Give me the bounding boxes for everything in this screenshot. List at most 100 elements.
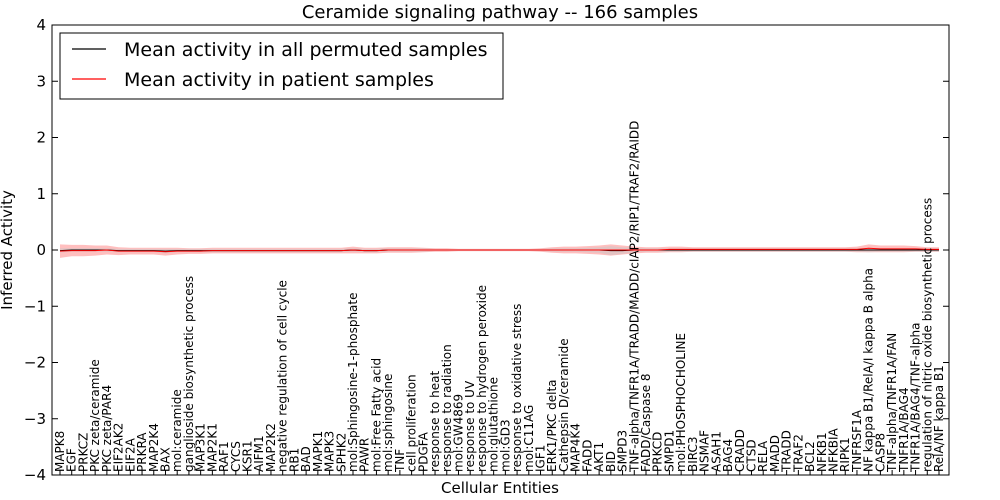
x-category-label: EIF2A xyxy=(123,437,137,472)
y-tick-label: −4 xyxy=(24,466,46,484)
x-category-label: AIFM1 xyxy=(252,435,266,472)
x-axis-label: Cellular Entities xyxy=(441,479,559,497)
x-category-label: MAP4K4 xyxy=(569,423,583,472)
x-category-label: TRADD xyxy=(780,430,794,473)
x-category-label: TRAF2 xyxy=(791,434,805,473)
x-category-label: response to radiation xyxy=(440,344,454,472)
x-category-label: BCL2 xyxy=(803,441,817,472)
x-category-label: FADD xyxy=(580,440,594,473)
x-category-label: BID xyxy=(604,451,618,472)
x-category-label: MAPK1 xyxy=(311,431,325,472)
x-category-label: ERK1/PKC delta xyxy=(545,379,559,472)
x-category-label: PRKCD xyxy=(651,432,665,472)
x-category-label: response to heat xyxy=(428,370,442,472)
y-tick-label: 0 xyxy=(36,241,46,259)
confidence-bands xyxy=(60,244,939,258)
y-tick-label: 3 xyxy=(36,72,46,90)
y-tick-label: 2 xyxy=(36,129,46,147)
x-category-label: RELA xyxy=(756,440,770,472)
x-category-label: ASAH1 xyxy=(709,431,723,472)
x-category-label: mol:C11AG xyxy=(522,405,536,472)
x-category-label: PKC zeta/ceramide xyxy=(88,359,102,472)
band-patient xyxy=(60,244,939,258)
x-category-label: NF kappa B1/RelA/I kappa B alpha xyxy=(862,268,876,472)
x-category-label: KSR1 xyxy=(241,441,255,472)
x-category-label: mol:PHOSPHOCHOLINE xyxy=(674,333,688,472)
x-category-label: BAD xyxy=(299,446,313,472)
legend-label-permuted: Mean activity in all permuted samples xyxy=(124,39,487,61)
x-category-label: ganglioside biosynthetic process xyxy=(182,276,196,472)
x-category-label: BAX xyxy=(159,447,173,472)
y-axis: −4 −3 −2 −1 0 1 2 3 4 xyxy=(24,16,949,484)
x-category-label: EGF xyxy=(65,448,79,472)
x-category-label: NSMAF xyxy=(698,430,712,472)
y-axis-label: Inferred Activity xyxy=(0,190,16,310)
x-category-label: TNF-alpha/TNFR1A/TRADD/MADD/cIAP2/RIP1/T… xyxy=(627,121,641,473)
x-category-label: CRADD xyxy=(733,429,747,472)
x-category-label: RAF1 xyxy=(217,441,231,472)
x-category-label: MAP2K2 xyxy=(264,423,278,472)
x-category-label: PAWR xyxy=(358,438,372,472)
x-category-label: PKC zeta/PAR4 xyxy=(100,385,114,472)
x-category-label: BIRC3 xyxy=(686,436,700,472)
legend: Mean activity in all permuted samples Me… xyxy=(59,32,504,100)
x-category-label: TNFRSF1A xyxy=(850,409,864,473)
x-category-label: mol:Free Fatty acid xyxy=(369,358,383,472)
x-category-label: MAP2K1 xyxy=(205,423,219,472)
x-category-label: mol:GW4869 xyxy=(452,394,466,472)
y-tick-label: 4 xyxy=(36,16,46,34)
x-category-label: mol:Sphingosine-1-phosphate xyxy=(346,293,360,473)
x-category-label: mol:ceramide xyxy=(170,389,184,472)
x-category-label: FADD/Caspase 8 xyxy=(639,373,653,472)
x-category-label: IGF1 xyxy=(534,445,548,472)
legend-box xyxy=(59,32,504,100)
x-category-label: RelA/NF kappa B1 xyxy=(932,365,946,472)
x-category-label: SMPD1 xyxy=(662,430,676,472)
band-permuted xyxy=(60,246,939,256)
x-category-label: regulation of nitric oxide biosynthetic … xyxy=(920,198,934,472)
x-category-label: PRKRA xyxy=(135,432,149,472)
x-category-label: RB1 xyxy=(287,448,301,472)
x-category-label: EIF2AK2 xyxy=(112,423,126,472)
y-tick-label: −1 xyxy=(24,297,46,315)
x-category-label: SPHK2 xyxy=(334,433,348,472)
x-category-label: negative regulation of cell cycle xyxy=(276,280,290,472)
x-category-label: mol:GD3 xyxy=(498,419,512,472)
x-category-label: BAG4 xyxy=(721,439,735,472)
x-category-label: Cathepsin D/ceramide xyxy=(557,338,571,472)
legend-label-patient: Mean activity in patient samples xyxy=(124,69,434,91)
x-category-label: mol:glutathione xyxy=(487,377,501,472)
x-category-label: MAPK3 xyxy=(323,431,337,472)
chart-title: Ceramide signaling pathway -- 166 sample… xyxy=(302,2,698,23)
x-category-label: SMPD3 xyxy=(616,430,630,472)
x-category-label: PRKCZ xyxy=(76,433,90,472)
x-category-label: response to oxidative stress xyxy=(510,304,524,472)
x-category-label: NFKBIA xyxy=(827,427,841,472)
x-category-label: MAPK8 xyxy=(53,431,67,472)
x-category-label: TNFR1A/BAG4/TNF-alpha xyxy=(909,323,923,473)
x-category-label: PDGFA xyxy=(416,431,430,472)
x-category-label: TNF-alpha/TNFR1A/FAN xyxy=(885,333,899,473)
x-category-label: TNF xyxy=(393,449,407,473)
x-category-label: AKT1 xyxy=(592,442,606,472)
y-tick-label: −3 xyxy=(24,410,46,428)
x-category-label: cell proliferation xyxy=(405,374,419,472)
x-category-label: CASP8 xyxy=(873,433,887,472)
x-category-label: response to hydrogen peroxide xyxy=(475,285,489,472)
y-tick-label: −2 xyxy=(24,354,46,372)
x-category-label: MAP3K1 xyxy=(194,423,208,472)
line-patient xyxy=(59,247,939,253)
y-tick-label: 1 xyxy=(36,185,46,203)
x-category-label: MAP2K4 xyxy=(147,423,161,472)
x-category-label: RIPK1 xyxy=(838,437,852,472)
x-category-label: mol:sphingosine xyxy=(381,374,395,472)
x-category-label: CTSD xyxy=(745,439,759,472)
series-lines xyxy=(59,247,939,253)
x-category-label: TNFR1A/BAG4 xyxy=(897,387,911,473)
x-category-label: NFKB1 xyxy=(815,432,829,472)
x-category-label: CYCS xyxy=(229,441,243,472)
x-category-label: MADD xyxy=(768,435,782,472)
x-category-label: response to UV xyxy=(463,380,477,472)
